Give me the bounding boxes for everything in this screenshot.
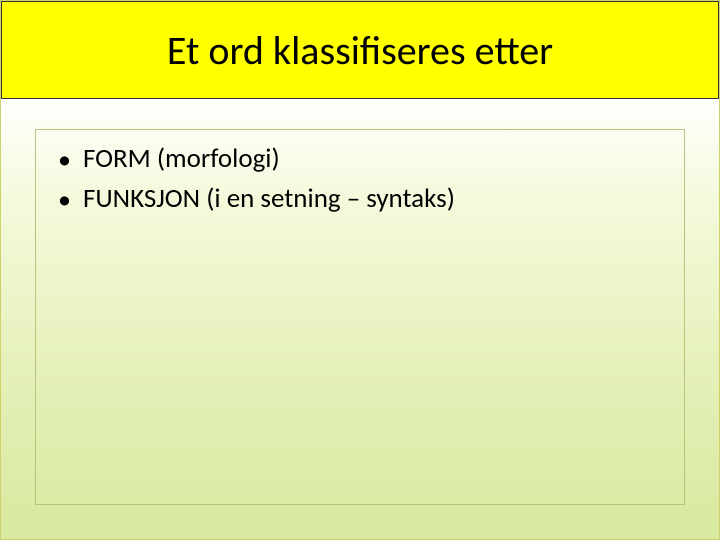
list-item: • FORM (morfologi) [54, 140, 666, 178]
slide: Et ord klassifiseres etter • FORM (morfo… [0, 0, 720, 540]
slide-title: Et ord klassifiseres etter [167, 26, 553, 75]
bullet-text: FORM (morfologi) [83, 140, 280, 178]
title-bar: Et ord klassifiseres etter [1, 1, 719, 99]
bullet-icon: • [58, 180, 71, 218]
bullet-list: • FORM (morfologi) • FUNKSJON (i en setn… [36, 130, 684, 218]
bullet-text: FUNKSJON (i en setning – syntaks) [83, 180, 455, 218]
list-item: • FUNKSJON (i en setning – syntaks) [54, 180, 666, 218]
bullet-icon: • [58, 140, 71, 178]
content-area: • FORM (morfologi) • FUNKSJON (i en setn… [35, 129, 685, 505]
